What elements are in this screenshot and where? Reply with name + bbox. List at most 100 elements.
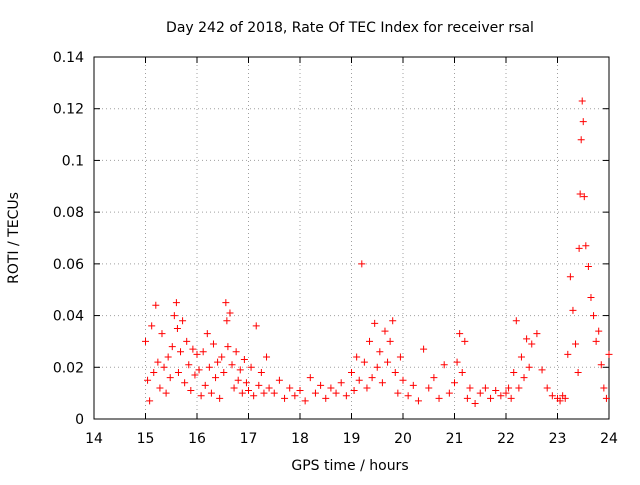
data-point — [451, 379, 458, 387]
data-point — [353, 353, 361, 361]
x-tick-label: 21 — [446, 431, 464, 447]
data-point — [209, 340, 217, 348]
data-point — [391, 368, 399, 376]
data-point — [223, 317, 231, 325]
data-point — [576, 190, 584, 198]
data-point — [515, 384, 523, 392]
data-point — [234, 376, 242, 384]
data-point — [561, 394, 569, 402]
data-point — [301, 397, 309, 405]
data-point — [579, 118, 587, 126]
data-point — [456, 330, 464, 338]
data-point — [384, 358, 392, 366]
data-point — [584, 262, 592, 270]
data-point — [160, 363, 168, 371]
data-point — [453, 358, 461, 366]
data-point — [476, 389, 484, 397]
data-point — [376, 348, 384, 356]
data-point — [242, 379, 250, 387]
data-point — [386, 337, 394, 345]
data-point — [425, 384, 433, 392]
data-point — [378, 379, 386, 387]
data-point — [311, 389, 319, 397]
data-point — [183, 337, 191, 345]
data-point — [216, 394, 224, 402]
data-point — [173, 325, 181, 332]
data-point — [510, 368, 518, 376]
x-axis-label: GPS time / hours — [291, 458, 408, 474]
data-point — [286, 384, 294, 392]
data-point — [358, 260, 366, 268]
data-point — [355, 376, 363, 384]
data-point — [487, 394, 495, 402]
data-point — [420, 345, 428, 353]
data-point — [373, 363, 381, 371]
data-point — [381, 327, 389, 335]
data-point — [148, 322, 156, 330]
data-point — [203, 330, 211, 338]
y-tick-labels: 0 0.02 0.04 0.06 0.08 0.1 0.12 0.14 — [53, 50, 84, 428]
data-point — [170, 312, 178, 320]
data-point — [245, 387, 252, 395]
data-point — [363, 384, 371, 392]
data-point — [144, 376, 152, 384]
data-point — [195, 366, 203, 374]
data-point — [263, 353, 271, 361]
data-point — [187, 387, 195, 395]
data-point — [199, 348, 207, 356]
y-tick-label: 0.12 — [53, 102, 84, 118]
data-point — [212, 374, 220, 382]
data-point — [197, 392, 205, 400]
data-point — [481, 384, 489, 392]
data-point — [174, 368, 182, 376]
x-tick-label: 16 — [188, 431, 206, 447]
data-point — [466, 384, 474, 392]
data-point — [595, 327, 603, 335]
data-point — [578, 97, 586, 105]
x-tick-labels: 14 15 16 17 18 19 20 21 22 23 24 — [85, 431, 618, 447]
data-point — [396, 353, 404, 361]
data-point — [564, 350, 572, 358]
x-tick-label: 24 — [600, 431, 618, 447]
data-point — [556, 397, 564, 405]
grid — [94, 57, 609, 419]
data-point — [207, 389, 215, 397]
data-point — [238, 389, 246, 397]
data-point — [497, 392, 505, 400]
data-point — [512, 317, 520, 325]
data-point — [399, 376, 407, 384]
x-tick-label: 20 — [394, 431, 412, 447]
data-point — [366, 337, 374, 345]
data-point — [201, 381, 209, 389]
data-point — [389, 317, 397, 325]
y-tick-label: 0.02 — [53, 360, 84, 376]
data-point — [404, 392, 412, 400]
data-point — [471, 399, 479, 407]
data-point — [177, 348, 185, 356]
data-point — [226, 309, 234, 317]
data-point — [597, 361, 605, 369]
data-point — [566, 273, 574, 281]
data-point — [296, 387, 304, 395]
data-point — [255, 381, 263, 389]
data-point — [502, 389, 510, 397]
data-point — [587, 293, 595, 301]
data-point — [430, 374, 438, 382]
data-point — [371, 319, 379, 327]
data-point — [517, 353, 525, 361]
data-point — [181, 379, 189, 387]
data-point — [291, 392, 299, 400]
data-point — [600, 384, 608, 392]
data-point — [240, 356, 248, 364]
y-tick-label: 0.14 — [53, 50, 84, 66]
data-point — [232, 348, 240, 356]
data-point — [252, 322, 260, 330]
data-point — [154, 358, 162, 366]
data-point — [270, 389, 278, 397]
data-point — [538, 366, 546, 374]
data-point — [185, 361, 193, 369]
data-point — [507, 394, 515, 402]
data-point — [543, 384, 551, 392]
x-tick-label: 18 — [291, 431, 309, 447]
